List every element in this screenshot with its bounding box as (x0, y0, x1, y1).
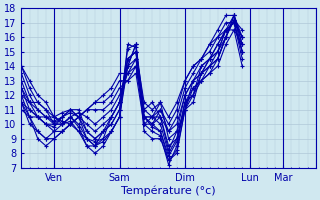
X-axis label: Température (°c): Température (°c) (121, 185, 216, 196)
